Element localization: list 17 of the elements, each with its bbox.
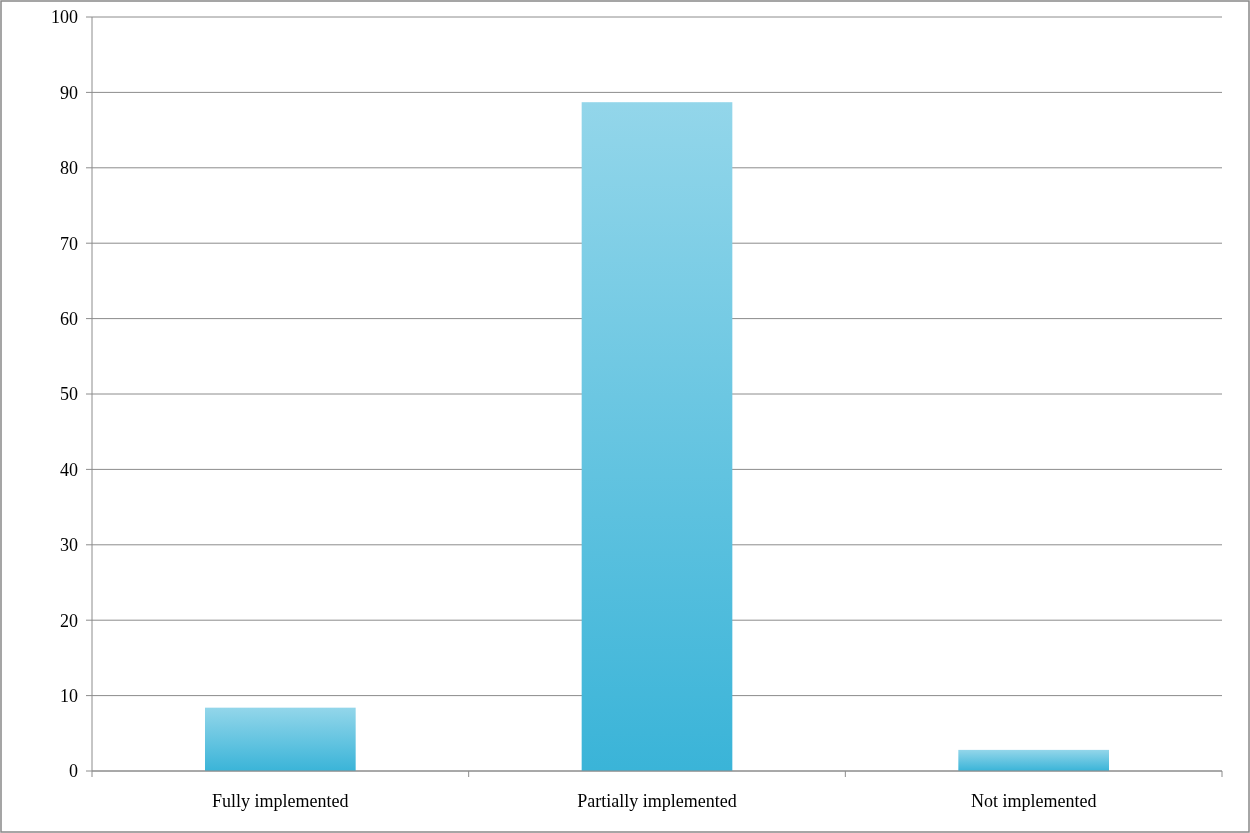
y-tick-label: 70 bbox=[60, 233, 78, 254]
y-tick-label: 40 bbox=[60, 459, 78, 480]
bar bbox=[958, 749, 1109, 771]
x-tick-label: Not implemented bbox=[970, 791, 1097, 811]
y-tick-label: 80 bbox=[60, 158, 78, 179]
y-tick-label: 10 bbox=[60, 685, 78, 706]
x-tick-label: Partially implemented bbox=[577, 791, 737, 811]
y-tick-label: 30 bbox=[60, 535, 78, 556]
bar bbox=[205, 707, 356, 771]
bar bbox=[581, 102, 733, 771]
y-tick-label: 100 bbox=[51, 7, 78, 28]
y-tick-label: 60 bbox=[60, 308, 78, 329]
x-tick-label: Fully implemented bbox=[212, 791, 349, 811]
y-tick-label: 20 bbox=[60, 610, 78, 631]
y-tick-label: 0 bbox=[69, 761, 78, 782]
y-tick-label: 50 bbox=[60, 384, 78, 405]
y-tick-label: 90 bbox=[60, 82, 78, 103]
